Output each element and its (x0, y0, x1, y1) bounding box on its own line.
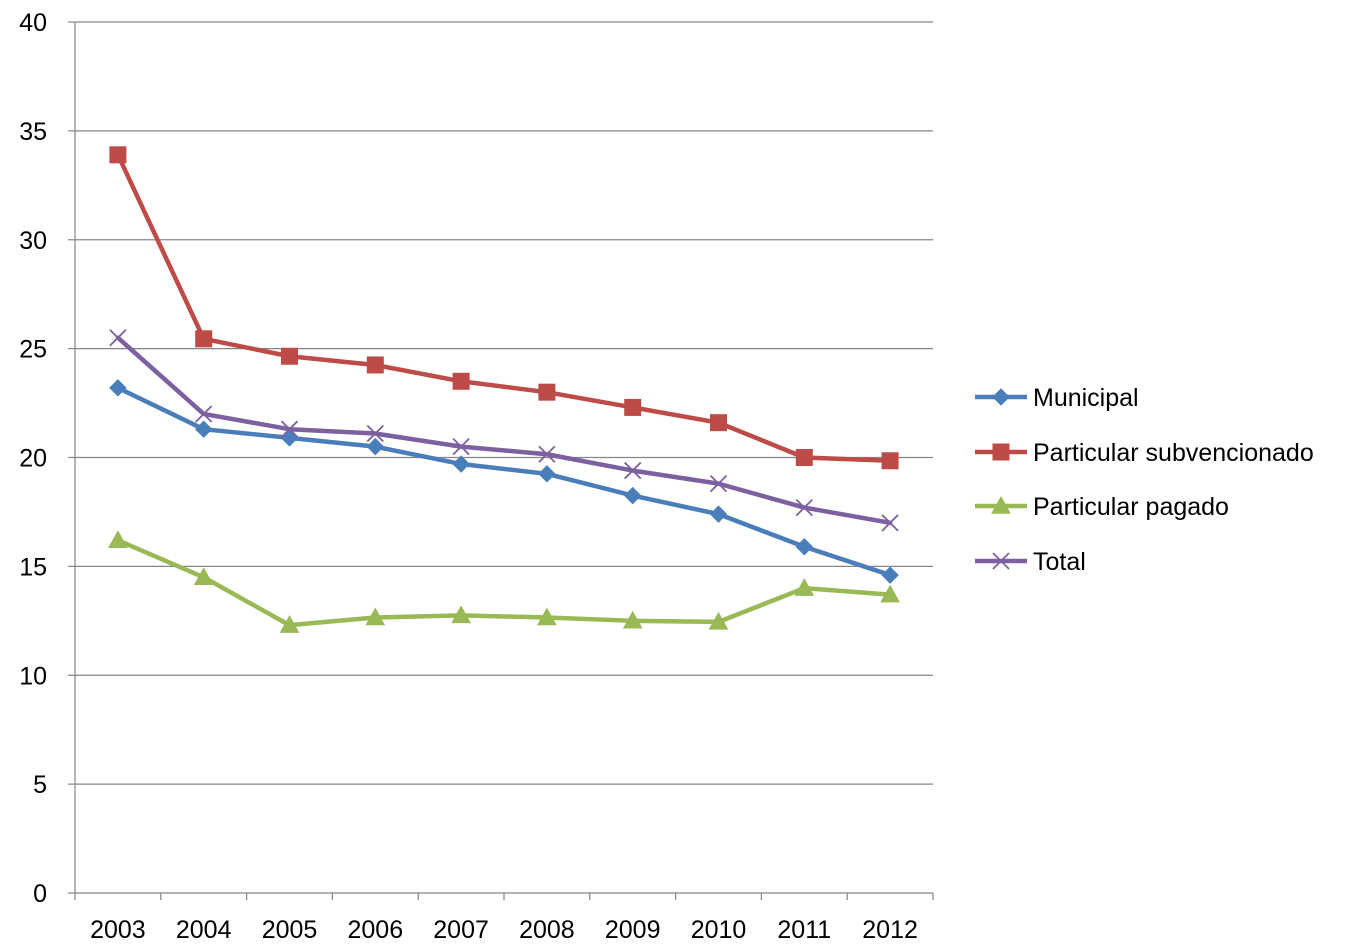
data-point (708, 611, 729, 630)
y-tick-label: 15 (19, 553, 47, 581)
x-tick-label: 2012 (862, 916, 918, 944)
data-point (794, 578, 815, 596)
data-point (279, 615, 300, 633)
legend-label: Particular pagado (1033, 493, 1229, 521)
data-point (709, 505, 728, 523)
legend-label: Municipal (1033, 384, 1139, 412)
y-tick-label: 25 (19, 336, 47, 364)
data-point (452, 455, 470, 473)
y-tick-label: 10 (19, 662, 47, 690)
series-line (115, 385, 893, 578)
data-point (624, 461, 642, 480)
x-tick-label: 2011 (777, 916, 831, 944)
data-point (710, 414, 727, 432)
series-line (115, 537, 893, 628)
y-tick-label: 30 (19, 227, 47, 255)
legend-marker (992, 388, 1010, 406)
y-tick-label: 35 (19, 118, 47, 146)
data-point (795, 538, 814, 556)
data-point (366, 437, 385, 456)
data-point (365, 607, 386, 626)
data-point (622, 610, 643, 629)
data-point (194, 420, 213, 438)
gridlines (75, 21, 933, 785)
data-point (195, 405, 213, 423)
data-point (109, 379, 127, 397)
series-line (115, 152, 893, 464)
data-point (109, 329, 127, 347)
series-1 (109, 379, 899, 584)
legend-marker (992, 443, 1010, 461)
y-tick-label: 40 (19, 9, 47, 37)
data-point (281, 347, 298, 365)
data-point (195, 330, 213, 348)
data-point (451, 605, 471, 624)
legend-entry: Particular pagado (975, 493, 1229, 521)
data-point (623, 486, 642, 505)
y-axis-ticks: 0 5 10 15 20 25 30 35 40 (19, 9, 75, 908)
legend-label: Particular subvencionado (1033, 439, 1314, 467)
data-point (538, 445, 556, 463)
x-axis-ticks: 2003 2004 2005 2006 2007 2008 2009 2010 2011 2012 (74, 893, 934, 944)
series-2 (109, 146, 899, 470)
data-point (537, 607, 557, 626)
legend: Municipal Particular subvencionado Particu… (975, 384, 1314, 576)
series-group (108, 146, 900, 633)
data-point (280, 420, 299, 438)
legend-entry: Particular subvencionado (975, 439, 1314, 467)
legend-entry: Municipal (975, 384, 1139, 412)
data-point (538, 383, 556, 401)
legend-entry: Total (975, 548, 1086, 576)
x-tick-label: 2007 (433, 916, 489, 944)
data-point (795, 498, 813, 517)
data-point (452, 437, 470, 456)
x-tick-label: 2006 (347, 916, 403, 944)
data-point (709, 474, 728, 493)
x-tick-label: 2004 (176, 916, 232, 944)
data-point (366, 356, 384, 374)
data-point (881, 566, 899, 584)
x-tick-label: 2008 (519, 916, 575, 944)
data-point (881, 514, 899, 532)
data-point (280, 429, 299, 447)
data-point (624, 398, 642, 416)
data-point (538, 465, 556, 483)
x-tick-label: 2005 (262, 916, 318, 944)
series-line (115, 335, 893, 526)
series-3 (108, 530, 900, 633)
series-4 (109, 329, 899, 532)
data-point (108, 530, 128, 548)
y-tick-label: 0 (33, 880, 47, 908)
legend-label: Total (1033, 548, 1086, 576)
data-point (109, 146, 127, 164)
data-point (880, 584, 900, 603)
data-point (795, 449, 813, 466)
legend-marker (991, 495, 1011, 514)
legend-marker (992, 552, 1010, 570)
y-tick-label: 5 (33, 771, 47, 799)
data-point (366, 424, 384, 443)
x-tick-label: 2010 (691, 916, 747, 944)
data-point (881, 452, 899, 470)
x-tick-label: 2009 (605, 916, 661, 944)
x-tick-label: 2003 (90, 916, 146, 944)
data-point (452, 372, 470, 390)
data-point (193, 567, 214, 585)
y-tick-label: 20 (19, 445, 47, 473)
